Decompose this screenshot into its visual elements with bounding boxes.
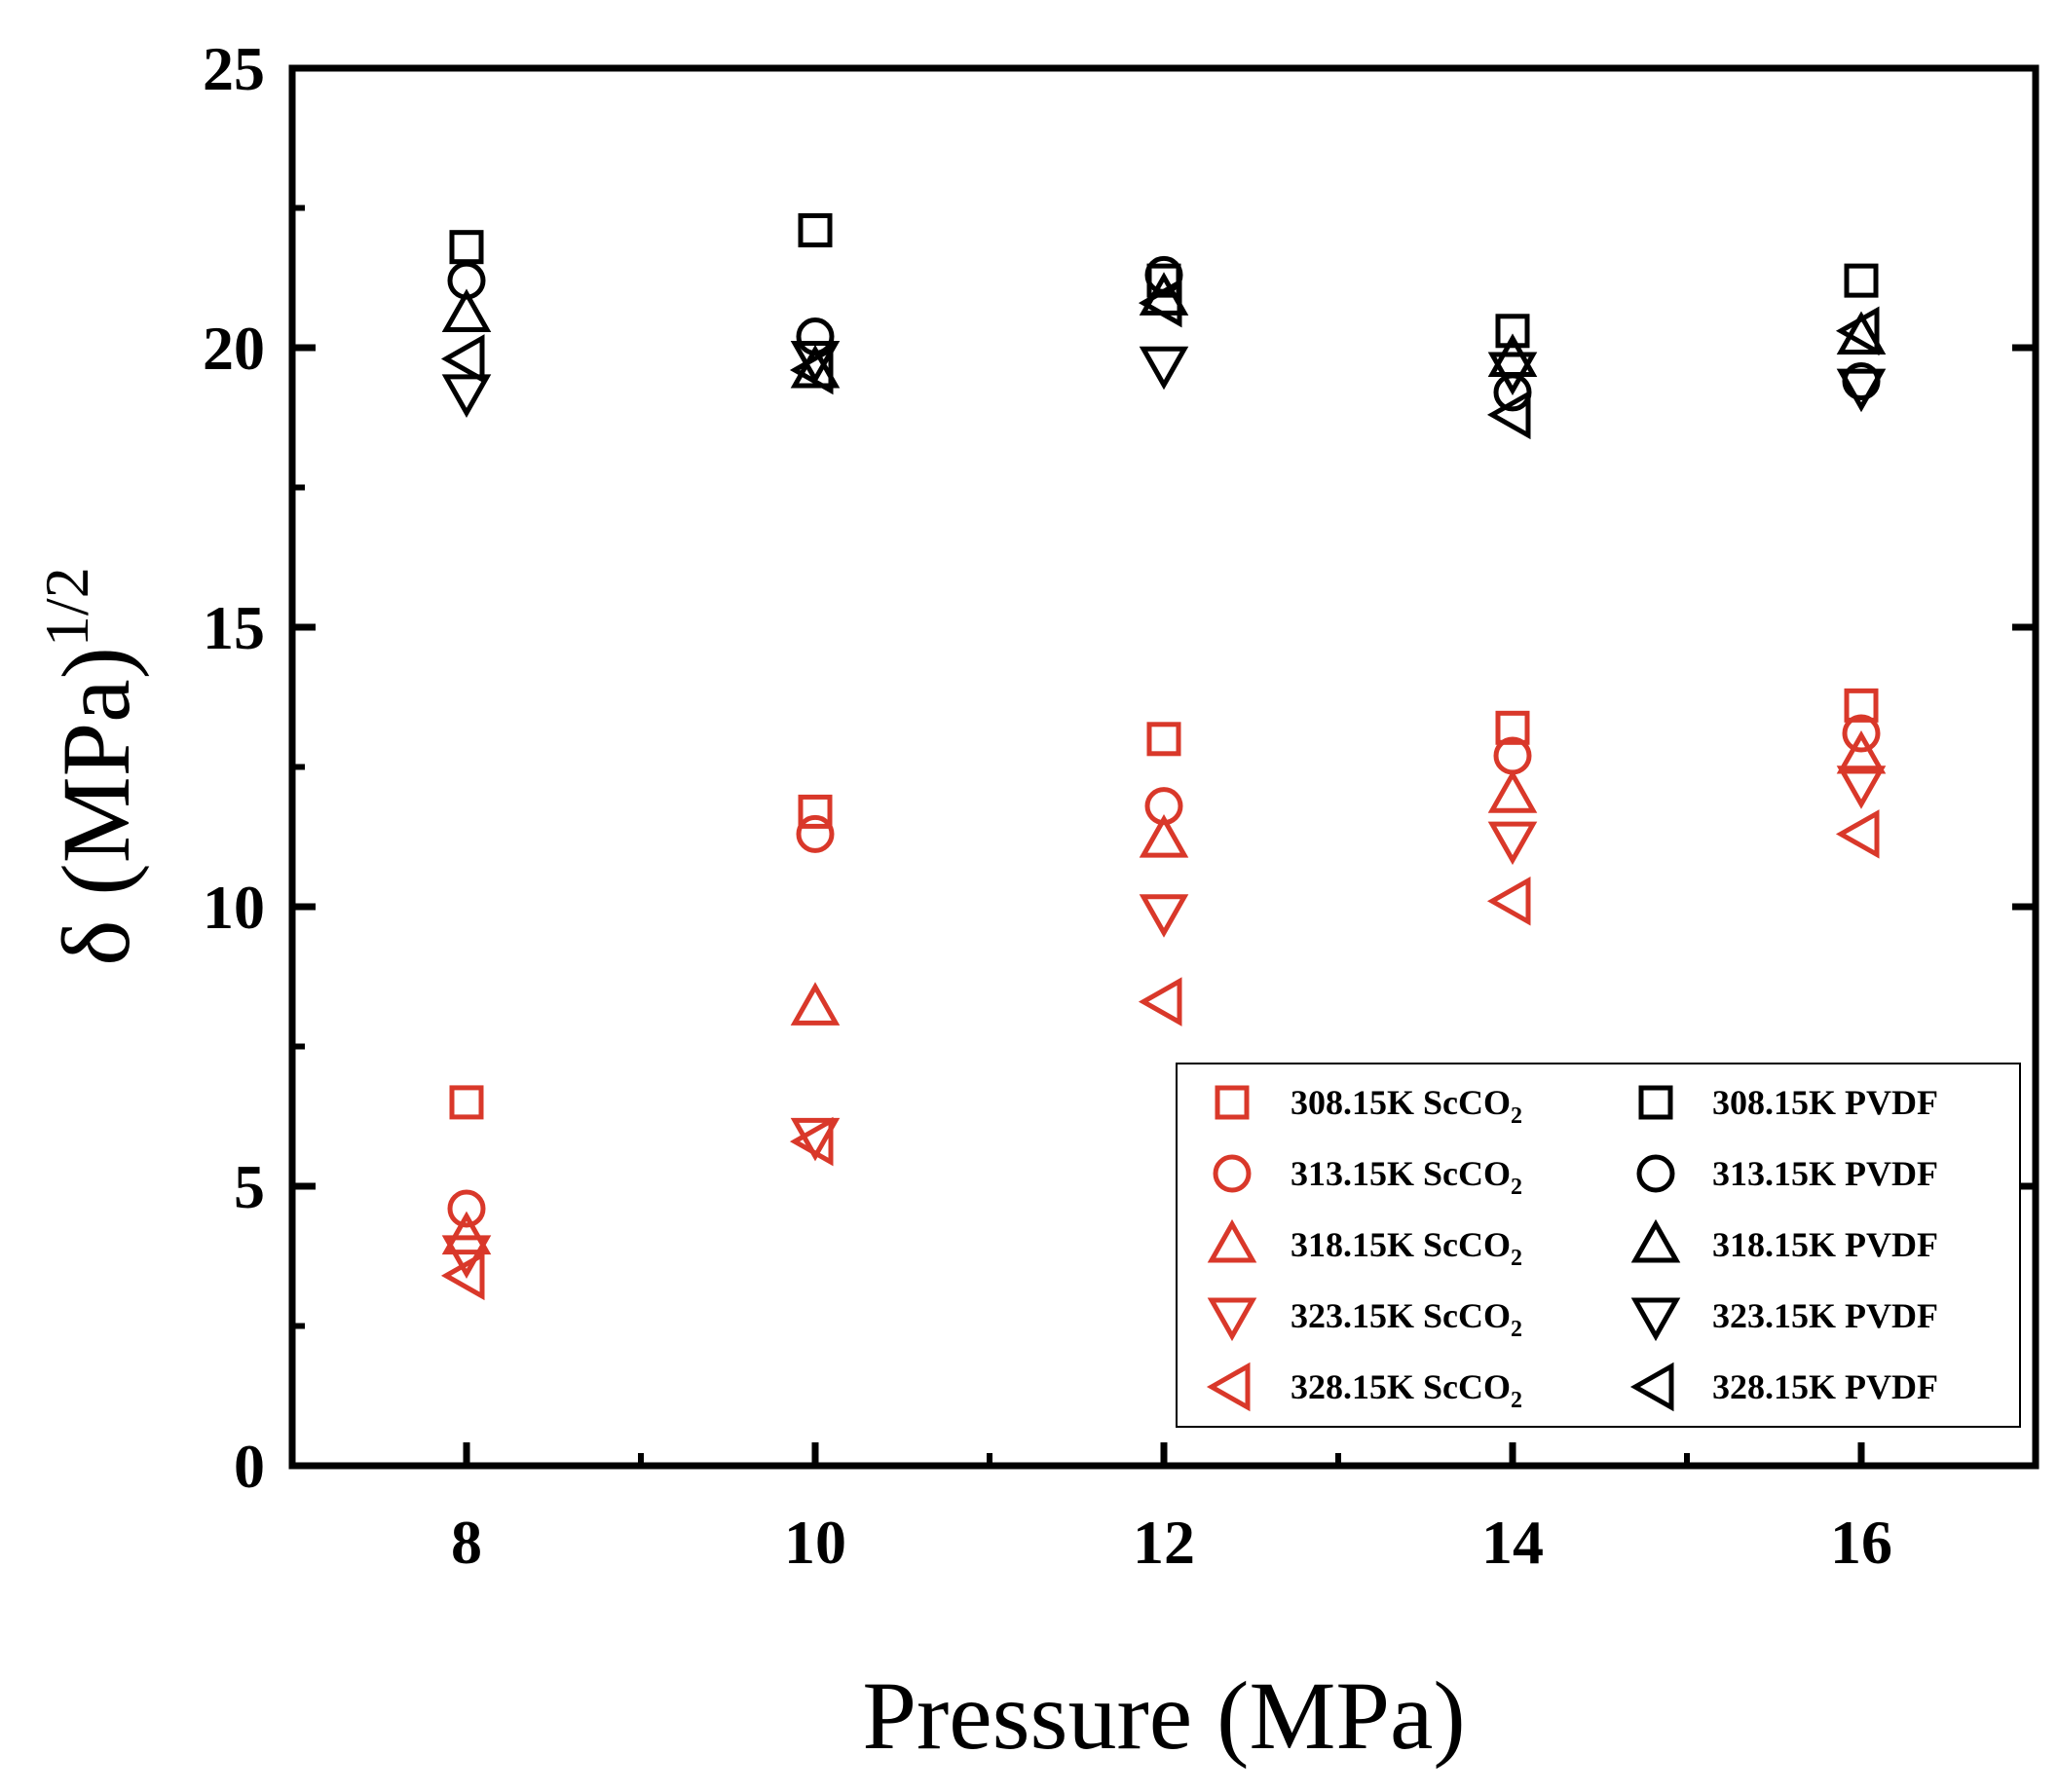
- x-tick-label: 16: [1830, 1508, 1892, 1577]
- data-point-pvdf-square: [1495, 314, 1530, 349]
- x-tick-label: 12: [1133, 1508, 1195, 1577]
- legend-label: 323.15K ScCO2: [1291, 1296, 1522, 1342]
- legend-marker-pvdf-triangle-up: [1630, 1218, 1681, 1263]
- x-tick-label: 8: [451, 1508, 482, 1577]
- y-axis-title-group: δ (MPa)1/2: [32, 567, 150, 965]
- data-point-scco2-triangle-down: [1487, 821, 1538, 866]
- data-point-pvdf-triangle-left: [789, 345, 834, 395]
- data-point-scco2-triangle-left: [789, 1116, 834, 1167]
- data-point-scco2-triangle-up: [1836, 729, 1887, 774]
- legend-marker-scco2-triangle-left: [1206, 1362, 1251, 1412]
- data-point-scco2-square: [1844, 688, 1879, 723]
- data-point-scco2-square: [1495, 710, 1530, 745]
- legend-marker-scco2-triangle-down: [1207, 1297, 1257, 1342]
- data-point-scco2-triangle-down: [1836, 765, 1887, 809]
- data-point-scco2-circle: [447, 1189, 486, 1228]
- y-axis-title: δ (MPa): [42, 647, 150, 966]
- y-tick-label: 5: [234, 1152, 265, 1221]
- data-point-scco2-triangle-up: [790, 982, 841, 1026]
- legend-box: [1176, 1063, 2021, 1428]
- data-point-scco2-square: [798, 794, 833, 829]
- x-axis-title: Pressure (MPa): [862, 1661, 1465, 1770]
- data-point-scco2-circle: [1842, 714, 1881, 753]
- data-point-pvdf-square: [449, 230, 484, 265]
- data-point-pvdf-triangle-down: [1139, 346, 1189, 391]
- x-tick-label: 10: [784, 1508, 846, 1577]
- legend-marker-pvdf-triangle-left: [1629, 1362, 1674, 1412]
- data-point-scco2-triangle-left: [440, 1251, 485, 1301]
- y-tick-label: 25: [203, 34, 265, 103]
- data-point-pvdf-square: [1844, 263, 1879, 298]
- legend-label: 313.15K PVDF: [1712, 1154, 1938, 1193]
- y-tick-label: 10: [203, 873, 265, 942]
- legend-marker-scco2-triangle-up: [1207, 1218, 1257, 1263]
- legend-label: 318.15K PVDF: [1712, 1225, 1938, 1264]
- legend-label: 313.15K ScCO2: [1291, 1154, 1522, 1200]
- data-point-pvdf-triangle-up: [441, 288, 492, 333]
- data-point-pvdf-triangle-down: [790, 340, 841, 385]
- data-point-scco2-circle: [796, 814, 835, 853]
- data-point-scco2-square: [1146, 722, 1181, 757]
- data-point-scco2-square: [449, 1085, 484, 1120]
- legend-label: 323.15K PVDF: [1712, 1296, 1938, 1335]
- y-axis-ticks: 0 5 10 15 20 25: [203, 34, 2036, 1501]
- data-point-pvdf-triangle-left: [440, 334, 485, 384]
- legend-label: 318.15K ScCO2: [1291, 1225, 1522, 1271]
- data-point-scco2-triangle-up: [1487, 769, 1538, 813]
- legend-marker-pvdf-circle: [1636, 1154, 1675, 1193]
- y-tick-label: 20: [203, 314, 265, 383]
- data-point-pvdf-triangle-down: [1836, 368, 1887, 413]
- data-point-scco2-triangle-left: [1486, 876, 1531, 926]
- data-point-pvdf-square: [798, 212, 833, 247]
- data-point-pvdf-triangle-left: [1138, 278, 1182, 328]
- data-point-pvdf-triangle-down: [1487, 352, 1538, 396]
- legend-label: 328.15K PVDF: [1712, 1367, 1938, 1406]
- x-axis-ticks: 8 10 12 14 16: [451, 1442, 1892, 1577]
- legend: 308.15K ScCO2 313.15K ScCO2 318.15K ScCO2 3…: [1176, 1063, 2021, 1428]
- data-point-pvdf-triangle-left: [1486, 390, 1531, 440]
- data-point-pvdf-triangle-left: [1835, 306, 1880, 356]
- data-point-scco2-triangle-up: [441, 1211, 492, 1255]
- data-point-pvdf-triangle-down: [441, 374, 492, 418]
- y-tick-label: 15: [203, 593, 265, 662]
- legend-label: 308.15K ScCO2: [1291, 1083, 1522, 1129]
- data-points: [440, 212, 1887, 1301]
- legend-marker-pvdf-triangle-down: [1630, 1297, 1681, 1342]
- legend-marker-scco2-square: [1215, 1085, 1250, 1120]
- legend-marker-pvdf-square: [1638, 1085, 1673, 1120]
- legend-marker-scco2-circle: [1213, 1154, 1252, 1193]
- x-tick-label: 14: [1481, 1508, 1544, 1577]
- svg-text:δ (MPa)1/2: δ (MPa)1/2: [32, 567, 150, 965]
- data-point-scco2-triangle-up: [1139, 814, 1189, 858]
- data-point-scco2-triangle-down: [1139, 894, 1189, 938]
- y-tick-label: 0: [234, 1432, 265, 1501]
- legend-label: 308.15K PVDF: [1712, 1083, 1938, 1122]
- y-axis-title-superscript: 1/2: [32, 567, 101, 647]
- data-point-scco2-triangle-left: [1138, 977, 1182, 1027]
- data-point-scco2-triangle-left: [1835, 809, 1880, 859]
- data-point-pvdf-triangle-up: [790, 344, 841, 389]
- legend-label: 328.15K ScCO2: [1291, 1367, 1522, 1413]
